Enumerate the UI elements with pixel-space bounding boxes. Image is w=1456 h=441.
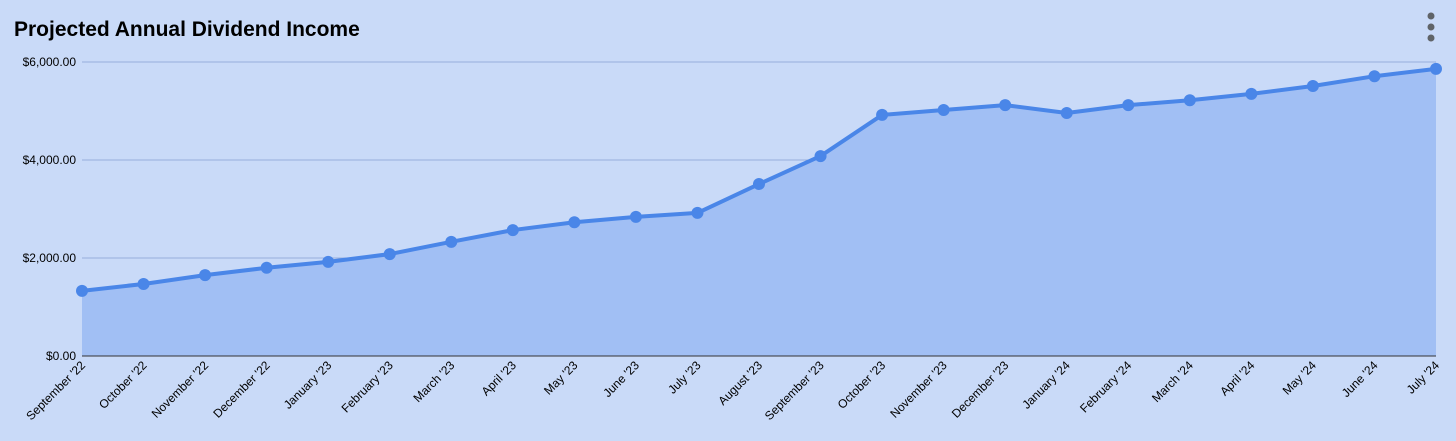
menu-icon[interactable] bbox=[1427, 12, 1435, 42]
marker bbox=[1430, 62, 1442, 75]
marker bbox=[260, 261, 273, 274]
marker bbox=[876, 108, 889, 121]
marker bbox=[199, 269, 212, 282]
marker bbox=[445, 235, 458, 248]
marker bbox=[322, 255, 335, 268]
marker bbox=[753, 178, 765, 191]
marker bbox=[937, 104, 950, 117]
marker bbox=[999, 99, 1012, 112]
marker bbox=[383, 248, 396, 261]
marker bbox=[568, 216, 581, 229]
y-tick-label: $2,000.00 bbox=[23, 251, 77, 265]
marker bbox=[76, 284, 88, 297]
chart-title: Projected Annual Dividend Income bbox=[14, 18, 360, 41]
menu-dot[interactable] bbox=[1427, 34, 1435, 42]
marker bbox=[137, 277, 150, 290]
y-tick-label: $4,000.00 bbox=[23, 153, 77, 167]
y-tick-label: $0.00 bbox=[46, 349, 76, 363]
marker bbox=[1183, 94, 1196, 107]
y-tick-label: $6,000.00 bbox=[23, 55, 77, 69]
marker bbox=[814, 150, 827, 163]
marker bbox=[1306, 80, 1319, 93]
marker bbox=[1368, 70, 1381, 83]
marker bbox=[629, 210, 642, 223]
marker bbox=[1060, 106, 1073, 119]
marker bbox=[506, 224, 519, 237]
marker bbox=[1245, 87, 1258, 100]
marker bbox=[691, 206, 704, 219]
marker bbox=[1122, 99, 1135, 112]
area bbox=[82, 68, 1436, 357]
menu-dot[interactable] bbox=[1427, 23, 1435, 31]
menu-dot[interactable] bbox=[1427, 12, 1435, 20]
